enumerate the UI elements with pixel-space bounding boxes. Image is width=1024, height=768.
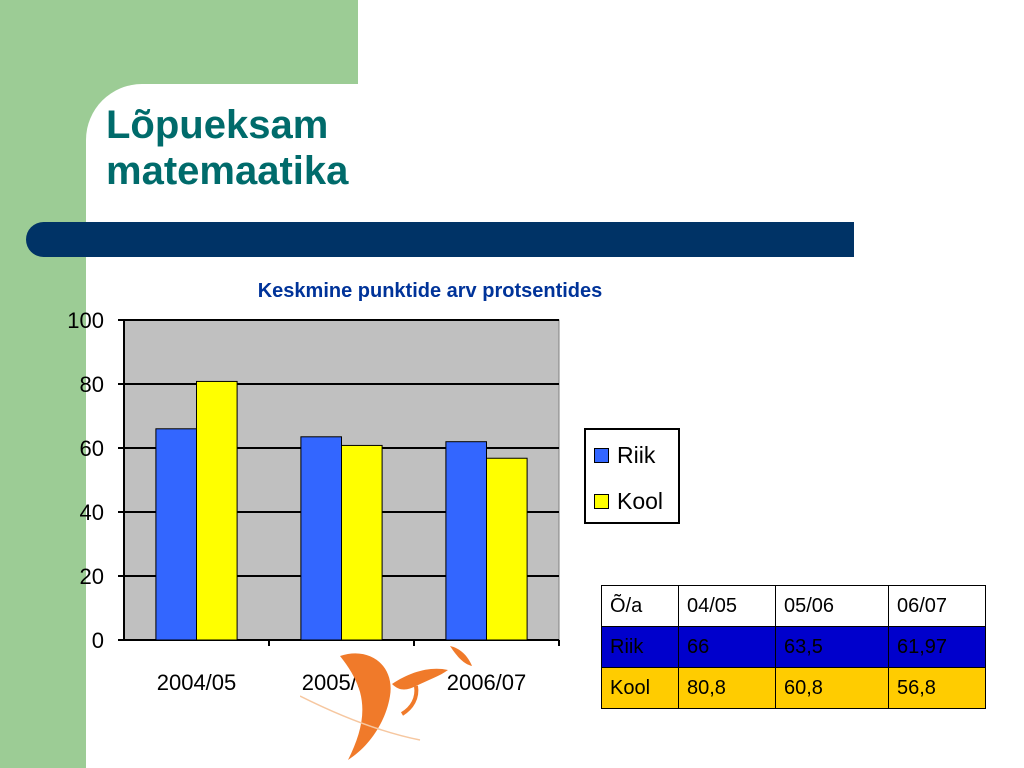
- table-cell: 04/05: [678, 585, 776, 627]
- y-tick-label: 80: [80, 372, 104, 397]
- table-cell: 56,8: [888, 667, 986, 709]
- slide-title: Lõpueksam matemaatika: [106, 103, 349, 193]
- table-cell: 63,5: [775, 626, 889, 668]
- legend-swatch-riik: [594, 448, 609, 463]
- chart-legend: Riik Kool: [584, 428, 680, 524]
- bar-riik: [300, 436, 342, 641]
- table-cell: 05/06: [775, 585, 889, 627]
- bar-kool: [486, 457, 528, 641]
- legend-label-riik: Riik: [617, 442, 656, 468]
- legend-item-kool: Kool: [594, 488, 663, 515]
- y-tick-label: 100: [67, 308, 104, 333]
- legend-label-kool: Kool: [617, 488, 664, 514]
- results-table: Õ/a 04/05 05/06 06/07 Riik 66 63,5 61,97…: [601, 585, 986, 709]
- x-tick-label: 2004/05: [157, 670, 237, 695]
- table-cell: 60,8: [775, 667, 889, 709]
- bar-kool: [196, 380, 238, 641]
- bar-kool: [341, 444, 383, 641]
- table-cell: Riik: [601, 626, 679, 668]
- table-row: Riik 66 63,5 61,97: [601, 626, 986, 668]
- y-tick-label: 0: [92, 628, 104, 653]
- table-cell: 80,8: [678, 667, 776, 709]
- y-tick-label: 60: [80, 436, 104, 461]
- legend-item-riik: Riik: [594, 442, 655, 469]
- x-tick-label: 2006/07: [447, 670, 527, 695]
- table-cell: 66: [678, 626, 776, 668]
- legend-swatch-kool: [594, 494, 609, 509]
- table-cell: 61,97: [888, 626, 986, 668]
- table-cell: Õ/a: [601, 585, 679, 627]
- y-tick-label: 20: [80, 564, 104, 589]
- table-cell: 06/07: [888, 585, 986, 627]
- bar-riik: [155, 428, 197, 641]
- table-cell: Kool: [601, 667, 679, 709]
- y-tick-label: 40: [80, 500, 104, 525]
- table-row: Kool 80,8 60,8 56,8: [601, 667, 986, 709]
- bar-riik: [445, 441, 487, 641]
- orange-bird-logo-icon: [300, 646, 472, 760]
- table-row: Õ/a 04/05 05/06 06/07: [601, 585, 986, 627]
- chart-title: Keskmine punktide arv protsentides: [257, 280, 603, 302]
- title-divider-bar: [26, 222, 854, 257]
